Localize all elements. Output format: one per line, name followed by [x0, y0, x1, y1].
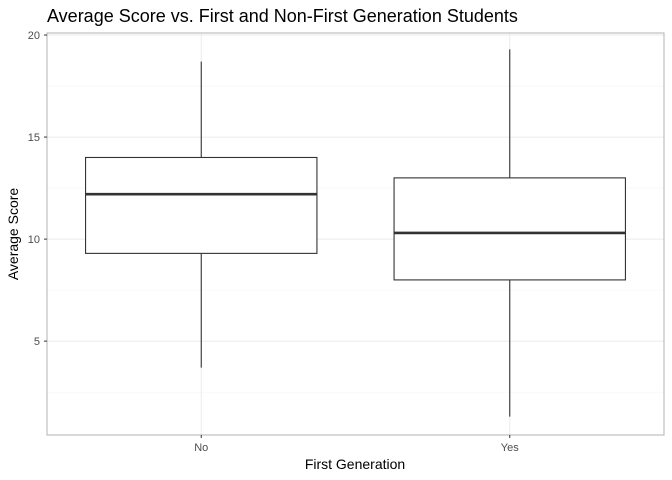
y-tick-label: 15: [28, 132, 40, 144]
box-iqr: [393, 177, 626, 281]
y-axis-title: Average Score: [5, 188, 21, 281]
x-tick-label: Yes: [501, 442, 519, 454]
box-yes: [393, 49, 626, 417]
plot-panel: [46, 32, 665, 436]
box-no: [85, 61, 318, 368]
y-tick-label: 5: [34, 336, 40, 348]
y-tick-label: 10: [28, 234, 40, 246]
y-tick-label: 20: [28, 30, 40, 42]
chart-title: Average Score vs. First and Non-First Ge…: [47, 6, 518, 26]
panel-border: [46, 32, 665, 436]
box-iqr: [85, 156, 318, 254]
x-tick-label: No: [194, 442, 208, 454]
x-axis-title: First Generation: [305, 456, 405, 472]
